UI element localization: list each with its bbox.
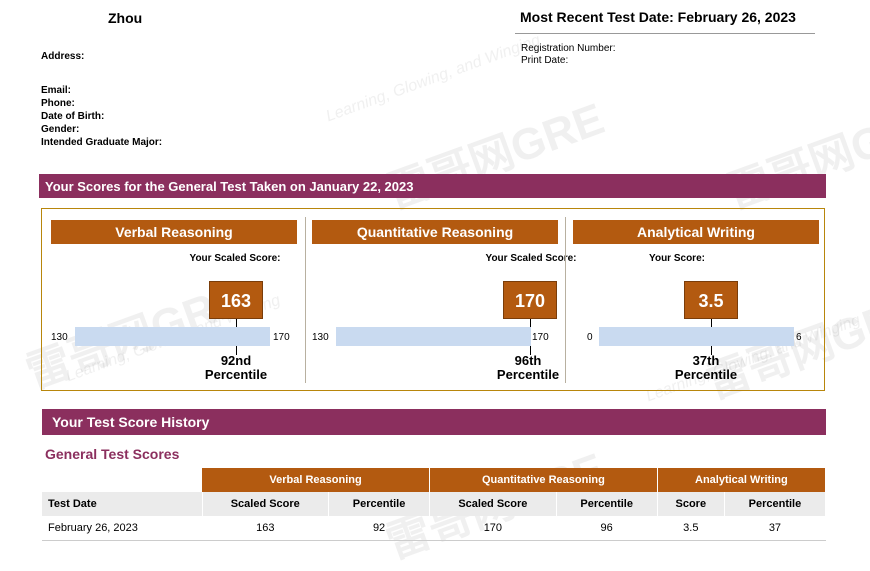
scores-section-title: Your Scores for the General Test Taken o…: [39, 174, 826, 198]
candidate-name: Zhou: [108, 10, 143, 26]
cell-quant-percentile: 96: [556, 516, 658, 541]
watermark-slogan: Learning, Glowing, and Winging: [323, 31, 543, 126]
watermark-logo: 雷哥网GRE: [720, 94, 870, 219]
panel-divider: [305, 217, 306, 383]
col-test-date: Test Date: [42, 492, 203, 516]
major-label: Intended Graduate Major:: [41, 137, 163, 148]
phone-label: Phone:: [41, 98, 75, 109]
cell-test-date: February 26, 2023: [42, 516, 202, 541]
header-divider: [515, 33, 815, 34]
col-quant-score: Scaled Score: [429, 492, 557, 516]
cell-verbal-percentile: 92: [328, 516, 430, 541]
quant-scale-track: [336, 327, 531, 346]
quant-panel-title: Quantitative Reasoning: [312, 220, 558, 244]
score-history-title: Your Test Score History: [42, 409, 826, 435]
writing-panel: Analytical Writing Your Score: 3.5 0 6 3…: [562, 209, 824, 390]
verbal-score-badge: 163: [209, 281, 263, 319]
dob-label: Date of Birth:: [41, 111, 105, 122]
verbal-scale-track: [75, 327, 270, 346]
verbal-scale-max: 170: [273, 332, 290, 343]
group-quant: Quantitative Reasoning: [429, 468, 658, 492]
quant-scale-max: 170: [532, 332, 549, 343]
address-label: Address:: [41, 51, 85, 62]
candidate-info: Email: Phone: Date of Birth: Gender: Int…: [41, 84, 162, 149]
writing-score-badge: 3.5: [684, 281, 738, 319]
writing-score-label: Your Score:: [649, 253, 705, 264]
col-writing-score: Score: [657, 492, 725, 516]
quant-percentile: 96th Percentile: [468, 354, 588, 382]
verbal-panel: Verbal Reasoning Your Scaled Score: 163 …: [42, 209, 306, 390]
table-group-header: Verbal Reasoning Quantitative Reasoning …: [42, 468, 827, 492]
col-writing-percentile: Percentile: [724, 492, 827, 516]
quant-scale-min: 130: [312, 332, 329, 343]
registration-number-label: Registration Number:: [521, 43, 616, 54]
cell-quant-score: 170: [429, 516, 557, 541]
table-row: February 26, 2023 163 92 170 96 3.5 37: [42, 516, 826, 541]
watermark-logo: 雷哥网GRE: [380, 94, 611, 219]
writing-percentile: 37th Percentile: [646, 354, 766, 382]
print-date-label: Print Date:: [521, 55, 569, 66]
general-test-scores-heading: General Test Scores: [45, 446, 180, 462]
registration-block: Registration Number: Print Date:: [521, 43, 615, 67]
writing-percentile-value: 37th: [692, 353, 720, 368]
verbal-score-label: Your Scaled Score:: [189, 253, 281, 264]
quant-score-badge: 170: [503, 281, 557, 319]
group-writing: Analytical Writing: [657, 468, 827, 492]
writing-scale-max: 6: [796, 332, 802, 343]
col-verbal-percentile: Percentile: [328, 492, 431, 516]
table-group-blank: [42, 468, 202, 492]
writing-percentile-label: Percentile: [674, 367, 738, 382]
writing-scale-track: [599, 327, 794, 346]
panel-divider: [565, 217, 566, 383]
cell-verbal-score: 163: [202, 516, 329, 541]
cell-writing-percentile: 37: [724, 516, 826, 541]
score-panels: Verbal Reasoning Your Scaled Score: 163 …: [41, 208, 825, 391]
col-verbal-score: Scaled Score: [202, 492, 330, 516]
quant-score-label: Your Scaled Score:: [485, 253, 577, 264]
most-recent-test-date: Most Recent Test Date: February 26, 2023: [520, 9, 796, 25]
cell-writing-score: 3.5: [657, 516, 725, 541]
score-history-table: Verbal Reasoning Quantitative Reasoning …: [42, 468, 827, 541]
col-quant-percentile: Percentile: [556, 492, 658, 516]
verbal-scale-min: 130: [51, 332, 68, 343]
writing-panel-title: Analytical Writing: [573, 220, 819, 244]
gender-label: Gender:: [41, 124, 80, 135]
writing-scale-min: 0: [587, 332, 593, 343]
verbal-percentile-label: Percentile: [204, 367, 268, 382]
verbal-panel-title: Verbal Reasoning: [51, 220, 297, 244]
verbal-percentile: 92nd Percentile: [176, 354, 296, 382]
quant-percentile-value: 96th: [514, 353, 542, 368]
verbal-percentile-value: 92nd: [220, 353, 252, 368]
group-verbal: Verbal Reasoning: [202, 468, 431, 492]
quant-panel: Quantitative Reasoning Your Scaled Score…: [302, 209, 576, 390]
quant-percentile-label: Percentile: [496, 367, 560, 382]
email-label: Email:: [41, 85, 72, 96]
table-column-header: Test Date Scaled Score Percentile Scaled…: [42, 492, 827, 516]
